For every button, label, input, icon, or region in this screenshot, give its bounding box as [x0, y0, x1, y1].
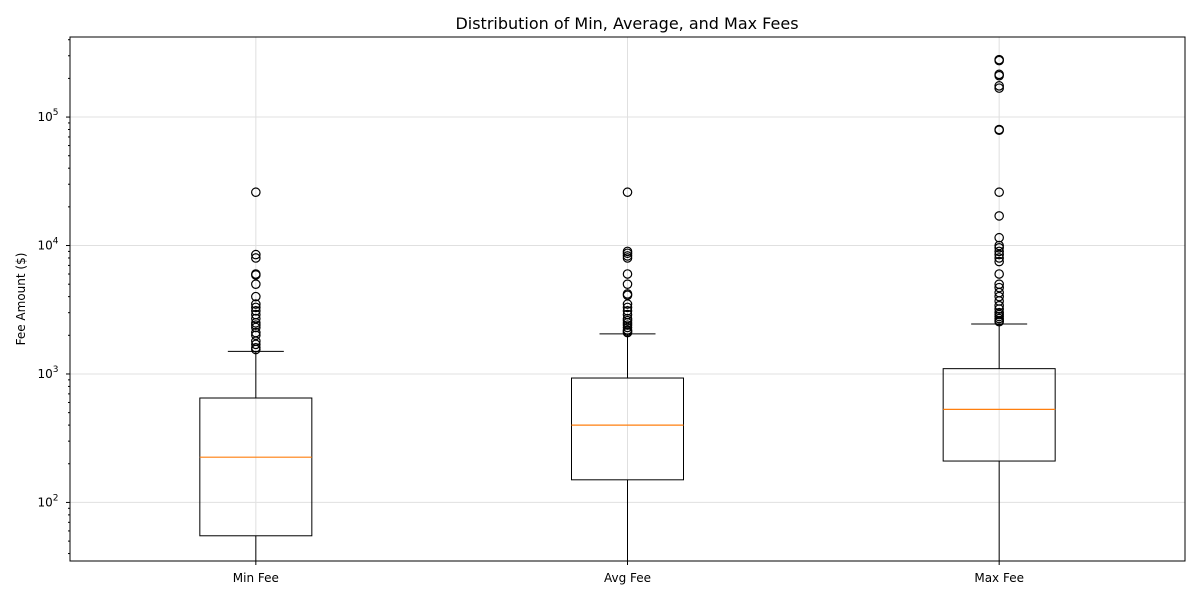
- outlier-point: [994, 70, 1004, 81]
- outlier-point: [994, 291, 1004, 302]
- outlier-point: [622, 320, 633, 330]
- outlier-point: [994, 316, 1004, 327]
- outlier-point: [622, 302, 633, 313]
- y-tick-label: 104: [37, 237, 58, 253]
- outlier-point: [251, 330, 261, 341]
- y-tick-label: 103: [37, 365, 58, 381]
- outlier-point: [251, 344, 261, 355]
- outlier-point: [994, 249, 1004, 260]
- outlier-point: [622, 248, 633, 259]
- outlier-point: [622, 187, 633, 198]
- y-axis-label: Fee Amount ($): [14, 253, 28, 346]
- outlier-point: [994, 187, 1004, 198]
- axes: 102 103 104 105 Min Fee Avg Fee Max Fee: [37, 39, 1024, 585]
- outlier-point: [251, 306, 261, 316]
- outlier-point: [622, 253, 633, 263]
- y-tick-label: 105: [37, 108, 58, 124]
- iqr-box: [571, 377, 684, 481]
- outlier-point: [994, 211, 1004, 221]
- outlier-point: [994, 83, 1004, 93]
- boxes: [199, 54, 1056, 561]
- outlier-point: [622, 279, 633, 289]
- outlier-point: [994, 304, 1004, 314]
- outlier-point: [622, 322, 633, 333]
- outlier-point: [251, 299, 261, 309]
- outlier-point: [622, 306, 633, 316]
- outlier-point: [994, 55, 1004, 66]
- outlier-point: [251, 279, 261, 289]
- outlier-point: [994, 246, 1004, 257]
- outlier-point: [251, 270, 261, 280]
- outlier-point: [622, 269, 633, 279]
- iqr-box: [199, 397, 313, 537]
- outlier-point: [994, 242, 1004, 253]
- outlier-point: [251, 302, 261, 313]
- y-tick-label: 102: [37, 493, 58, 509]
- outlier-point: [994, 232, 1004, 243]
- outlier-point: [994, 256, 1004, 267]
- outlier-point: [994, 253, 1004, 263]
- outlier-point: [994, 125, 1004, 136]
- x-tick-label: Min Fee: [233, 571, 279, 585]
- outlier-point: [994, 269, 1004, 279]
- outlier-point: [251, 187, 261, 198]
- outlier-point: [251, 291, 261, 302]
- iqr-box: [942, 368, 1056, 462]
- outlier-point: [251, 322, 261, 333]
- outlier-point: [251, 249, 261, 260]
- outlier-point: [251, 320, 261, 330]
- outlier-point: [251, 253, 261, 263]
- x-tick-label: Avg Fee: [604, 571, 651, 585]
- plot-frame: [69, 36, 1186, 562]
- x-tick-label: Max Fee: [974, 571, 1024, 585]
- outlier-point: [622, 327, 633, 338]
- outlier-point: [251, 339, 261, 350]
- outlier-point: [622, 299, 633, 309]
- chart-title: Distribution of Min, Average, and Max Fe…: [455, 14, 798, 33]
